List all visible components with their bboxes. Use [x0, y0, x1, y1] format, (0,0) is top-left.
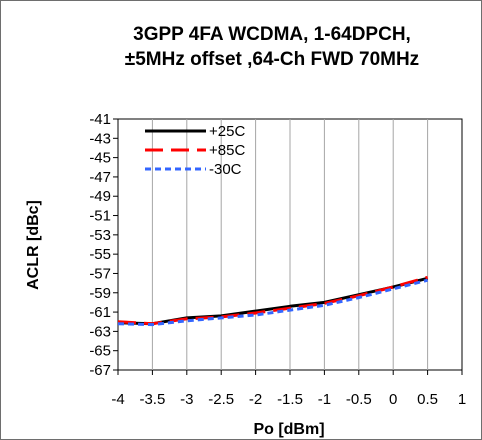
chart-title-line-2: ±5MHz offset ,64-Ch FWD 70MHz — [125, 49, 419, 70]
y-axis-title: ACLR [dBc] — [25, 200, 42, 290]
x-tick-label: 0.5 — [417, 391, 438, 408]
legend-label: +25C — [209, 123, 245, 140]
x-tick-labels: -4 -3.5 -3 -2.5 -2 -1.5 -1 -0.5 0 0.5 1 — [111, 370, 466, 408]
legend-label: +85C — [209, 142, 245, 159]
y-tick-label: -57 — [89, 265, 111, 282]
y-tick-label: -61 — [89, 304, 111, 321]
x-tick-label: -1 — [318, 391, 331, 408]
y-tick-label: -65 — [89, 343, 111, 360]
series-line-3 — [117, 278, 428, 327]
y-tick-label: -55 — [89, 246, 111, 263]
y-tick-label: -53 — [89, 227, 111, 244]
y-tick-label: -45 — [89, 150, 111, 167]
grid-lines — [151, 119, 429, 370]
x-tick-label: -3.5 — [139, 391, 165, 408]
y-tick-labels: -41 -43 -45 -47 -49 -51 -53 -55 -57 -59 -61 -63 -65 -… — [89, 111, 118, 379]
y-tick-label: -63 — [89, 323, 111, 340]
y-tick-label: -41 — [89, 111, 111, 128]
x-tick-label: -2.5 — [208, 391, 234, 408]
series-lines — [117, 275, 429, 327]
x-axis-title: Po [dBm] — [253, 421, 324, 438]
series-line-2 — [117, 275, 429, 326]
y-tick-label: -43 — [89, 130, 111, 147]
x-tick-label: -3 — [180, 391, 193, 408]
x-tick-label: 0 — [389, 391, 397, 408]
chart-title-line-1: 3GPP 4FA WCDMA, 1-64DPCH, — [133, 24, 411, 45]
legend-label: -30C — [209, 161, 242, 178]
y-tick-label: -47 — [89, 169, 111, 186]
x-tick-label: -0.5 — [346, 391, 372, 408]
x-tick-label: -2 — [249, 391, 262, 408]
y-tick-label: -51 — [89, 208, 111, 225]
x-tick-label: 1 — [458, 391, 466, 408]
legend: +25C +85C -30C — [145, 123, 245, 178]
y-tick-label: -59 — [89, 285, 111, 302]
y-tick-label: -67 — [89, 362, 111, 379]
y-tick-label: -49 — [89, 188, 111, 205]
x-tick-label: -4 — [111, 391, 124, 408]
x-tick-label: -1.5 — [277, 391, 303, 408]
